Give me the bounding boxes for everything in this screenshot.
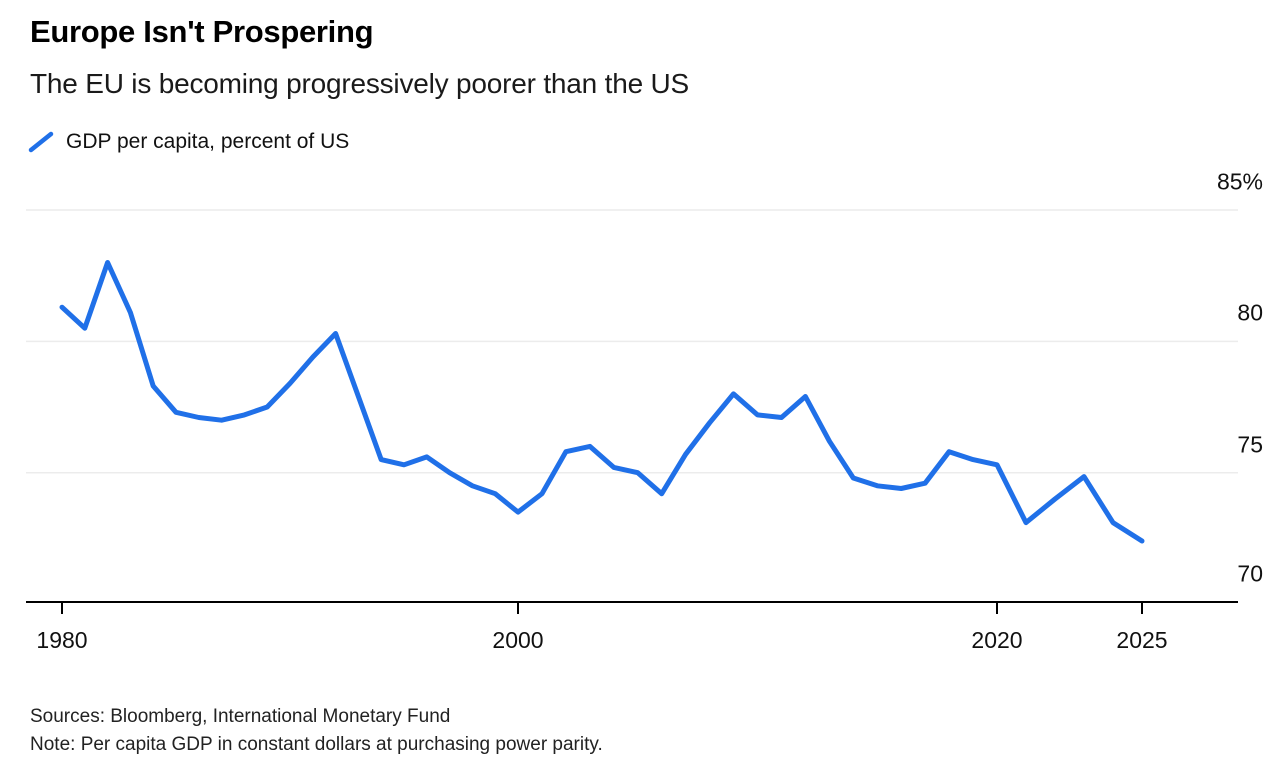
- sources-line: Sources: Bloomberg, International Moneta…: [30, 706, 451, 727]
- legend: GDP per capita, percent of US: [28, 130, 349, 154]
- legend-label: GDP per capita, percent of US: [66, 130, 350, 153]
- x-axis: [26, 601, 1238, 614]
- y-axis-label-80: 80: [1237, 299, 1263, 326]
- chart-title: Europe Isn't Prospering: [30, 14, 374, 49]
- x-axis-label-2000: 2000: [492, 627, 544, 653]
- note-line: Note: Per capita GDP in constant dollars…: [30, 734, 603, 755]
- x-axis-label-2020: 2020: [971, 627, 1023, 653]
- y-axis-label-85: 85%: [1216, 168, 1263, 195]
- y-axis-label-75: 75: [1237, 431, 1263, 458]
- x-axis-label-1980: 1980: [36, 627, 88, 653]
- chart-footer: Sources: Bloomberg, International Moneta…: [30, 703, 603, 759]
- gridlines: [26, 209, 1238, 474]
- chart-subtitle: The EU is becoming progressively poorer …: [30, 68, 690, 99]
- y-axis-label-70: 70: [1237, 560, 1263, 587]
- x-axis-label-2025: 2025: [1116, 627, 1168, 653]
- legend-line-marker-icon: [28, 131, 54, 153]
- gdp-per-capita-line-series: [59, 260, 1145, 544]
